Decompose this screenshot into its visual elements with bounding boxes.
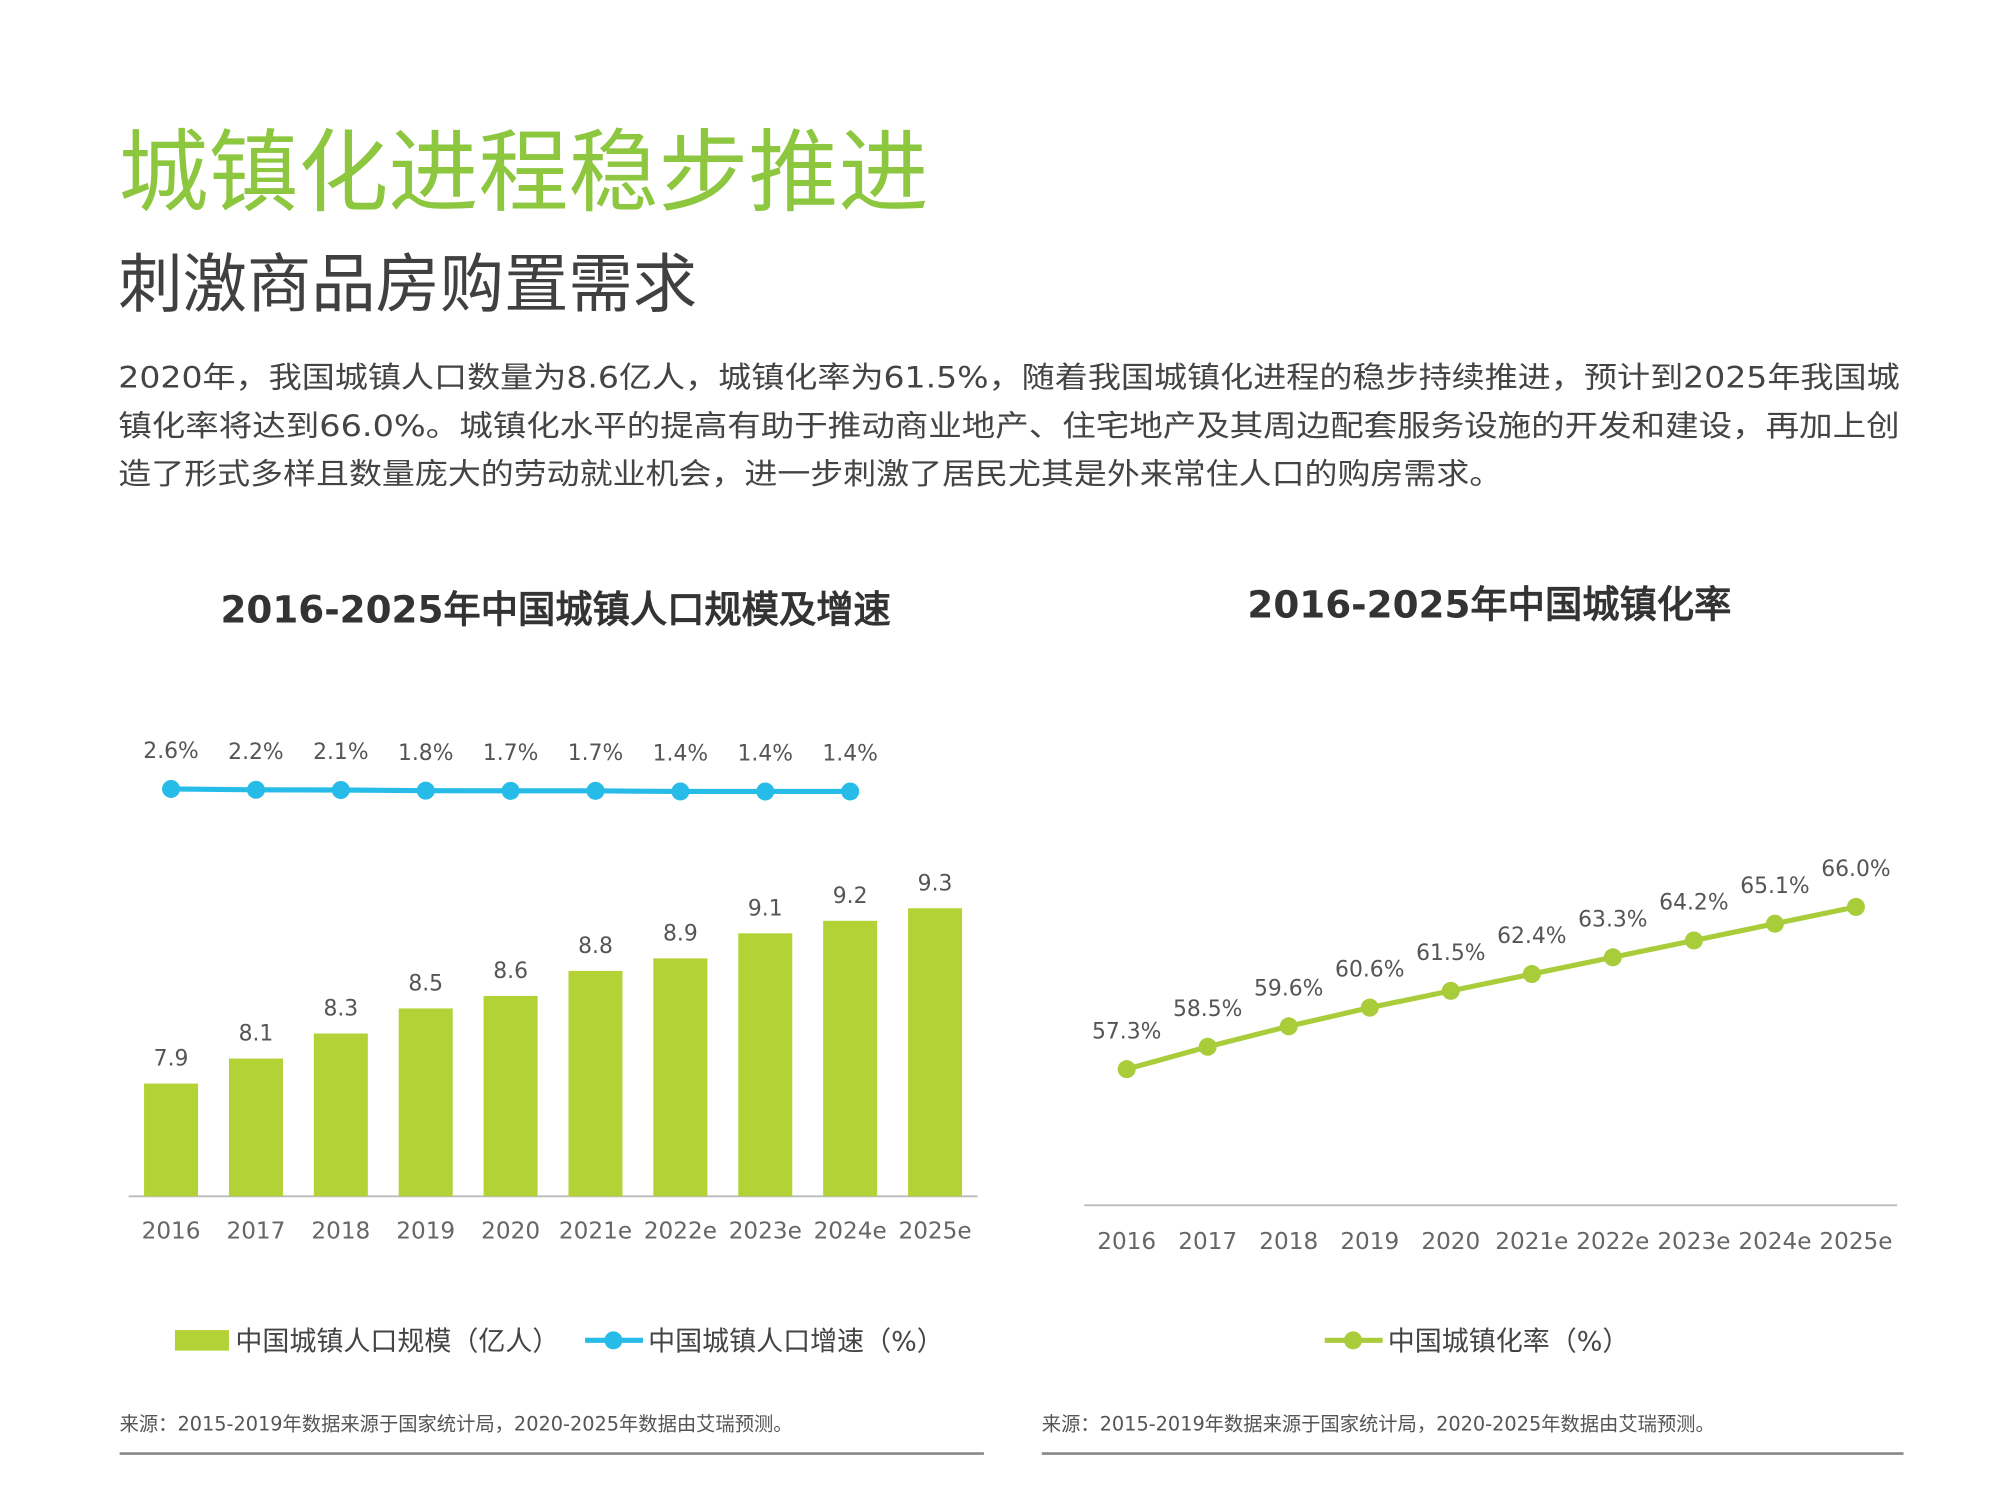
data-label: 1.4% bbox=[822, 742, 878, 767]
x-tick-label: 2021e bbox=[1495, 1229, 1568, 1255]
data-label: 1.7% bbox=[568, 741, 624, 766]
x-tick-label: 2024e bbox=[814, 1219, 887, 1245]
line-point bbox=[1522, 965, 1541, 984]
data-label: 8.8 bbox=[578, 934, 613, 959]
line-point bbox=[1360, 998, 1379, 1017]
source-note: 来源：2015-2019年数据来源于国家统计局，2020-2025年数据由艾瑞预… bbox=[120, 1412, 793, 1435]
data-label: 57.3% bbox=[1092, 1019, 1161, 1044]
bar bbox=[228, 1058, 283, 1197]
line-point bbox=[1117, 1060, 1136, 1079]
legend-label: 中国城镇化率（%） bbox=[1388, 1327, 1630, 1358]
data-label: 8.6 bbox=[493, 959, 528, 984]
bar bbox=[144, 1083, 199, 1197]
x-tick-label: 2019 bbox=[1340, 1229, 1399, 1255]
x-tick-label: 2017 bbox=[1178, 1229, 1237, 1255]
paragraph-line: 2020年，我国城镇人口数量为8.6亿人，城镇化率为61.5%，随着我国城镇化进… bbox=[118, 360, 1899, 394]
line-point bbox=[331, 780, 350, 800]
bar bbox=[908, 908, 963, 1197]
data-label: 63.3% bbox=[1578, 907, 1647, 932]
line-point bbox=[501, 781, 520, 800]
line-point bbox=[671, 782, 690, 801]
x-tick-label: 2016 bbox=[142, 1219, 201, 1245]
data-label: 2.2% bbox=[228, 740, 284, 765]
data-label: 2.1% bbox=[313, 740, 369, 765]
line-point bbox=[841, 782, 860, 801]
line-point bbox=[1684, 931, 1703, 950]
data-label: 9.2 bbox=[833, 884, 868, 909]
x-tick-label: 2025e bbox=[898, 1219, 971, 1245]
line bbox=[1126, 904, 1857, 1072]
x-tick-label: 2022e bbox=[1576, 1229, 1649, 1255]
x-tick-label: 2018 bbox=[1259, 1229, 1318, 1255]
line-point bbox=[1279, 1017, 1298, 1036]
bar bbox=[738, 933, 793, 1197]
line-point bbox=[1441, 981, 1460, 1000]
data-label: 1.8% bbox=[398, 741, 454, 766]
bar bbox=[823, 920, 878, 1197]
x-tick-label: 2018 bbox=[311, 1219, 370, 1245]
line-point bbox=[416, 781, 435, 800]
legend-label: 中国城镇人口规模（亿人） bbox=[235, 1327, 559, 1358]
data-label: 2.6% bbox=[143, 739, 199, 764]
x-tick-label: 2017 bbox=[226, 1219, 285, 1245]
bar bbox=[313, 1033, 368, 1197]
x-tick-label: 2021e bbox=[559, 1219, 632, 1245]
paragraph-line: 镇化率将达到66.0%。城镇化水平的提高有助于推动商业地产、住宅地产及其周边配套… bbox=[118, 409, 1899, 443]
data-label: 58.5% bbox=[1173, 997, 1242, 1022]
data-label: 8.3 bbox=[323, 996, 358, 1021]
line-point bbox=[756, 782, 775, 801]
x-tick-label: 2016 bbox=[1097, 1229, 1156, 1255]
data-label: 64.2% bbox=[1659, 891, 1728, 916]
source-note: 来源：2015-2019年数据来源于国家统计局，2020-2025年数据由艾瑞预… bbox=[1042, 1412, 1715, 1435]
line-point bbox=[246, 780, 265, 799]
bar bbox=[568, 970, 623, 1197]
x-tick-label: 2020 bbox=[481, 1219, 540, 1245]
page-subtitle: 刺激商品房购置需求 bbox=[118, 247, 697, 322]
legend-swatch-dot bbox=[1344, 1331, 1363, 1350]
bar bbox=[653, 958, 708, 1197]
data-label: 8.9 bbox=[663, 921, 698, 946]
page-title: 城镇化进程稳步推进 bbox=[118, 120, 928, 225]
data-label: 9.3 bbox=[918, 871, 953, 896]
legend-swatch bbox=[174, 1330, 229, 1351]
data-label: 60.6% bbox=[1335, 958, 1404, 983]
data-label: 62.4% bbox=[1497, 924, 1566, 949]
data-label: 9.1 bbox=[748, 896, 783, 921]
x-tick-label: 2023e bbox=[729, 1219, 802, 1245]
data-label: 7.9 bbox=[154, 1047, 189, 1072]
bar bbox=[483, 995, 538, 1197]
x-tick-label: 2020 bbox=[1421, 1229, 1480, 1255]
data-label: 8.5 bbox=[408, 971, 443, 996]
legend-swatch-dot bbox=[604, 1331, 623, 1350]
line-point bbox=[162, 779, 181, 798]
bar bbox=[398, 1008, 453, 1197]
x-tick-label: 2024e bbox=[1738, 1229, 1811, 1255]
x-tick-label: 2025e bbox=[1819, 1229, 1892, 1255]
data-label: 1.4% bbox=[737, 742, 793, 767]
line-point bbox=[1765, 914, 1784, 933]
data-label: 65.1% bbox=[1740, 874, 1809, 899]
chart-title: 2016-2025年中国城镇人口规模及增速 bbox=[220, 588, 890, 632]
data-label: 61.5% bbox=[1416, 941, 1485, 966]
line-point bbox=[586, 781, 605, 800]
x-tick-label: 2022e bbox=[644, 1219, 717, 1245]
paragraph-line: 造了形式多样且数量庞大的劳动就业机会，进一步刺激了居民尤其是外来常住人口的购房需… bbox=[118, 457, 1502, 491]
line-point bbox=[1198, 1037, 1217, 1056]
data-label: 1.4% bbox=[653, 742, 709, 767]
legend-label: 中国城镇人口增速（%） bbox=[648, 1327, 944, 1358]
data-label: 59.6% bbox=[1254, 976, 1323, 1001]
data-label: 8.1 bbox=[239, 1022, 274, 1047]
x-tick-label: 2023e bbox=[1657, 1229, 1730, 1255]
line-point bbox=[1846, 897, 1865, 916]
chart-title: 2016-2025年中国城镇化率 bbox=[1247, 583, 1731, 627]
data-label: 1.7% bbox=[483, 741, 539, 766]
x-tick-label: 2019 bbox=[396, 1219, 455, 1245]
data-label: 66.0% bbox=[1821, 857, 1890, 882]
line-point bbox=[1603, 948, 1622, 967]
